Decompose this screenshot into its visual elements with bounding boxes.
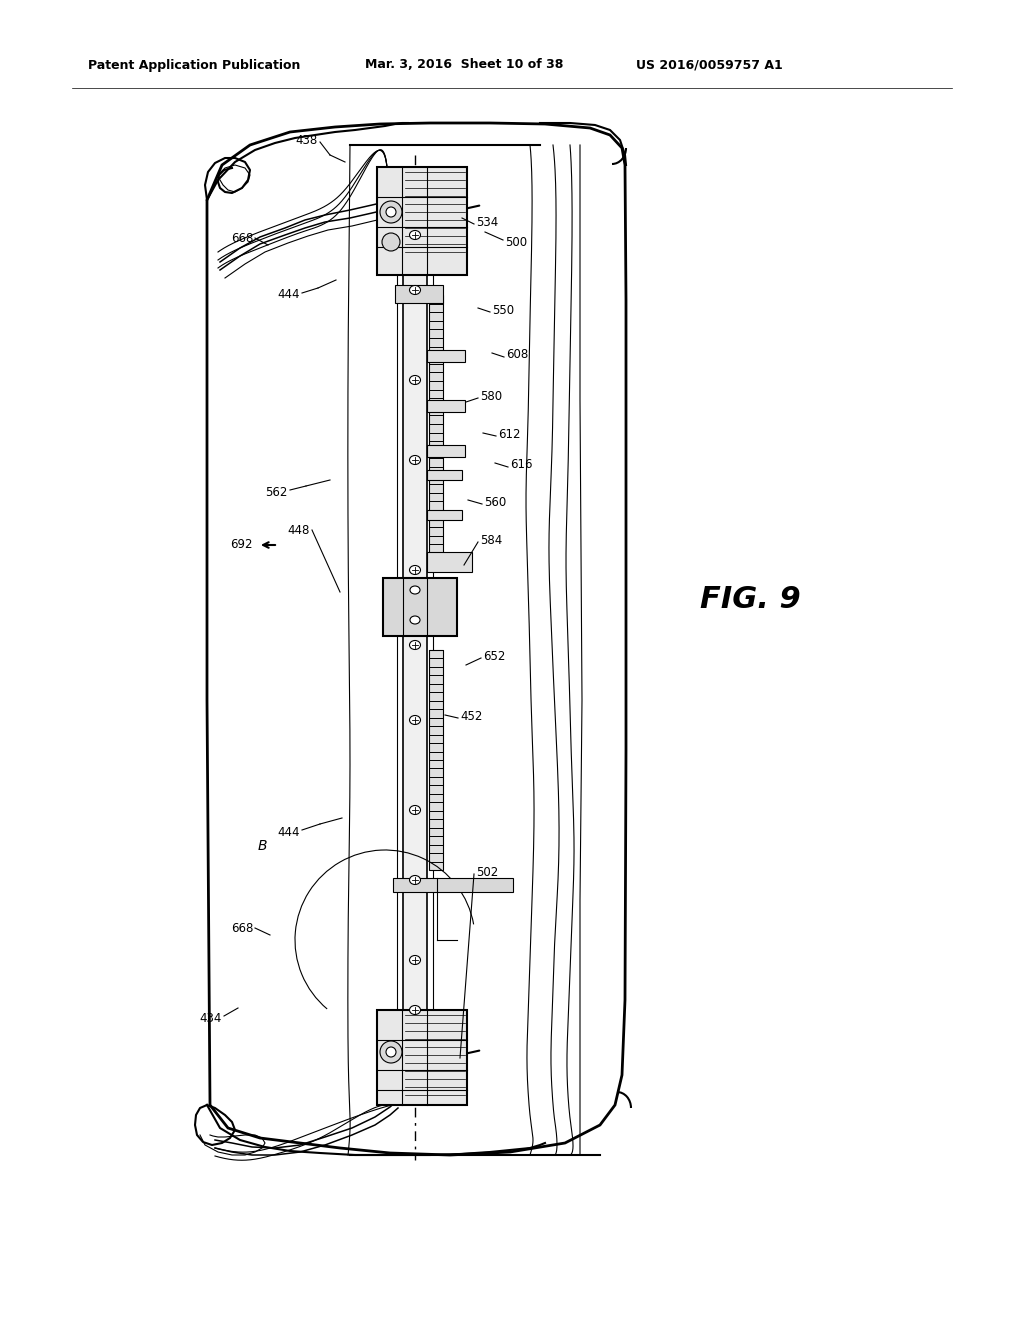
- Ellipse shape: [410, 956, 421, 965]
- Text: Patent Application Publication: Patent Application Publication: [88, 58, 300, 71]
- Text: 652: 652: [483, 649, 506, 663]
- Text: 580: 580: [480, 389, 502, 403]
- Text: 444: 444: [278, 825, 300, 838]
- Bar: [377, 168, 467, 275]
- Text: 668: 668: [230, 921, 253, 935]
- Text: FIG. 9: FIG. 9: [700, 586, 801, 615]
- Text: 562: 562: [265, 486, 288, 499]
- Text: 584: 584: [480, 533, 502, 546]
- Bar: [429, 294, 443, 570]
- Bar: [427, 350, 465, 362]
- Text: 438: 438: [296, 133, 318, 147]
- Ellipse shape: [386, 207, 396, 216]
- Ellipse shape: [410, 586, 420, 594]
- Ellipse shape: [386, 1047, 396, 1057]
- Ellipse shape: [410, 565, 421, 574]
- Text: 692: 692: [230, 539, 253, 552]
- Bar: [377, 1010, 467, 1105]
- Text: 668: 668: [230, 231, 253, 244]
- Bar: [393, 878, 513, 892]
- Bar: [427, 552, 472, 572]
- Bar: [427, 510, 462, 520]
- Bar: [427, 445, 465, 457]
- Text: 500: 500: [505, 235, 527, 248]
- Text: US 2016/0059757 A1: US 2016/0059757 A1: [636, 58, 782, 71]
- Ellipse shape: [410, 375, 421, 384]
- Text: 560: 560: [484, 495, 506, 508]
- Ellipse shape: [410, 616, 420, 624]
- Ellipse shape: [410, 640, 421, 649]
- Ellipse shape: [410, 805, 421, 814]
- Text: 444: 444: [278, 289, 300, 301]
- Text: B: B: [257, 840, 266, 853]
- Text: 612: 612: [498, 428, 520, 441]
- Ellipse shape: [410, 231, 421, 239]
- Bar: [429, 294, 443, 570]
- Text: 434: 434: [200, 1011, 222, 1024]
- Polygon shape: [207, 123, 626, 1155]
- Text: 534: 534: [476, 215, 499, 228]
- Text: 448: 448: [288, 524, 310, 536]
- Bar: [427, 400, 465, 412]
- Bar: [403, 215, 427, 1055]
- Ellipse shape: [410, 875, 421, 884]
- Text: 550: 550: [492, 304, 514, 317]
- Ellipse shape: [380, 1041, 402, 1063]
- Ellipse shape: [410, 1006, 421, 1015]
- Bar: [429, 649, 443, 870]
- Text: 616: 616: [510, 458, 532, 471]
- Ellipse shape: [410, 455, 421, 465]
- Bar: [395, 285, 443, 304]
- Ellipse shape: [410, 715, 421, 725]
- Bar: [429, 649, 443, 870]
- Ellipse shape: [380, 201, 402, 223]
- Ellipse shape: [382, 234, 400, 251]
- Text: 608: 608: [506, 348, 528, 362]
- Text: Mar. 3, 2016  Sheet 10 of 38: Mar. 3, 2016 Sheet 10 of 38: [365, 58, 563, 71]
- Bar: [383, 578, 457, 636]
- Text: 452: 452: [460, 710, 482, 722]
- Bar: [427, 470, 462, 480]
- Ellipse shape: [410, 285, 421, 294]
- Text: 502: 502: [476, 866, 499, 879]
